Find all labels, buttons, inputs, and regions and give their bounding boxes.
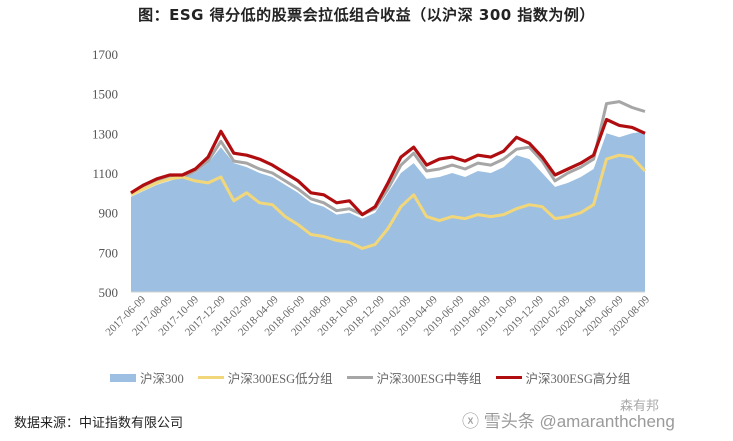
legend-label: 沪深300ESG中等组 <box>376 372 482 386</box>
watermark: ⓧ 雪头条 @amaranthcheng <box>462 412 675 431</box>
hs300-area <box>131 131 645 292</box>
y-tick-label: 700 <box>99 245 119 260</box>
data-source-note: 数据来源：中证指数有限公司 <box>14 416 184 431</box>
series-line-3 <box>130 117 646 217</box>
legend-item-high-esg: 沪深300ESG高分组 <box>495 368 631 387</box>
legend-label: 沪深300 <box>140 372 184 386</box>
line-swatch-icon <box>197 376 224 379</box>
y-tick-label: 1100 <box>92 166 118 181</box>
legend-item-low-esg: 沪深300ESG低分组 <box>197 368 333 387</box>
legend-label: 沪深300ESG高分组 <box>525 372 631 386</box>
line-swatch-icon <box>346 376 373 379</box>
series-line-1 <box>130 153 647 250</box>
legend-item-hs300: 沪深300 <box>110 368 184 387</box>
series-line-2 <box>130 100 646 217</box>
y-tick-label: 1300 <box>92 126 118 141</box>
y-tick-label: 1700 <box>92 47 118 62</box>
y-tick-label: 1500 <box>92 87 118 102</box>
y-tick-label: 900 <box>99 206 119 221</box>
y-tick-label: 500 <box>99 285 119 300</box>
chart-title: 图：ESG 得分低的股票会拉低组合收益（以沪深 300 指数为例） <box>138 6 595 24</box>
line-swatch-icon <box>495 376 522 379</box>
legend-item-mid-esg: 沪深300ESG中等组 <box>346 368 482 387</box>
chart-legend: 沪深300 沪深300ESG低分组 沪深300ESG中等组 沪深300ESG高分… <box>110 368 630 387</box>
area-swatch-icon <box>110 373 136 382</box>
watermark-corner: 森有邦 <box>620 399 660 414</box>
legend-label: 沪深300ESG低分组 <box>227 372 333 386</box>
